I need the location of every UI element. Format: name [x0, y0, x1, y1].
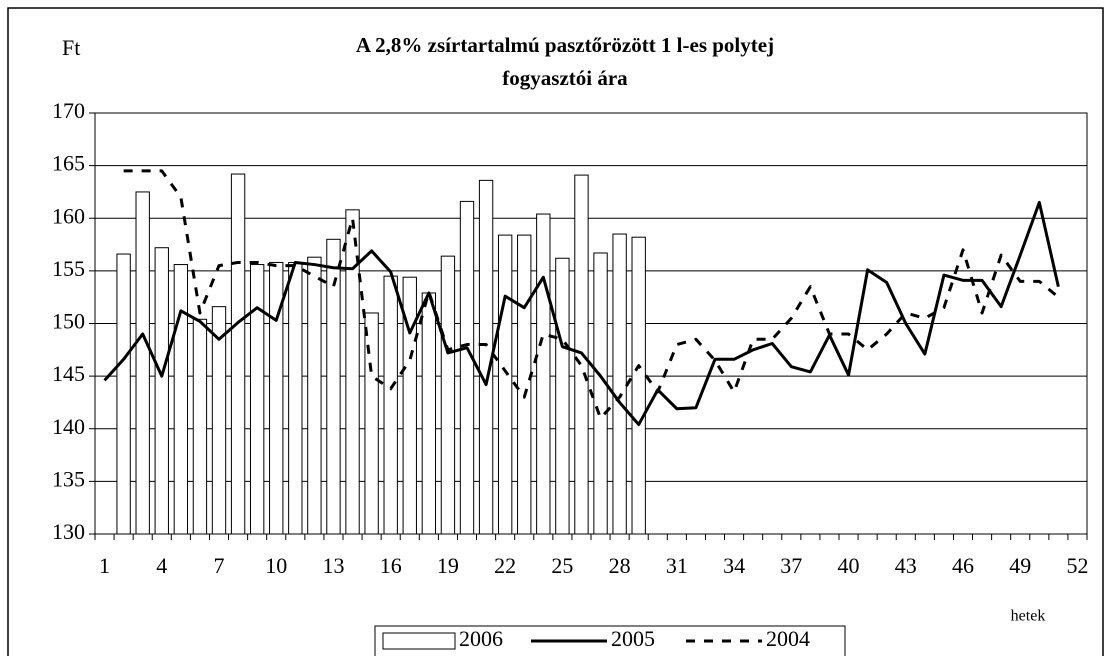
bar [230, 173, 246, 535]
bar [135, 191, 150, 535]
bar [307, 256, 322, 535]
dashed-line [123, 169, 1060, 420]
bar [555, 257, 570, 535]
x-tick-label: 43 [895, 553, 917, 578]
y-tick-label: 140 [52, 414, 85, 439]
bar [211, 306, 227, 535]
legend-label: 2004 [766, 626, 810, 651]
y-tick-label: 145 [52, 361, 85, 386]
bar [383, 275, 398, 535]
x-tick-label: 7 [214, 553, 225, 578]
x-tick-label: 4 [156, 553, 167, 578]
x-tick-label: 10 [265, 553, 287, 578]
bar [345, 209, 360, 535]
x-tick-label: 40 [838, 553, 860, 578]
chart-title: A 2,8% zsírtartalmú pasztőrözött 1 l-es … [356, 33, 774, 57]
y-axis-label: Ft [62, 35, 80, 60]
x-tick-label: 22 [494, 553, 516, 578]
bar [154, 247, 169, 535]
bar [326, 238, 341, 535]
legend-label: 2005 [611, 626, 655, 651]
y-tick-label: 155 [52, 256, 85, 281]
y-tick-label: 165 [52, 151, 85, 176]
bar [593, 252, 608, 535]
x-tick-label: 28 [609, 553, 631, 578]
x-tick-label: 25 [551, 553, 573, 578]
x-tick-label: 46 [952, 553, 974, 578]
bar [249, 264, 265, 535]
bar [497, 234, 513, 535]
x-tick-label: 52 [1066, 553, 1088, 578]
bar [421, 292, 437, 535]
bar [517, 234, 532, 535]
line [103, 200, 1060, 427]
y-tick-label: 135 [52, 466, 85, 491]
legend-label: 2006 [459, 626, 503, 651]
bar [192, 318, 208, 535]
bar [459, 200, 475, 535]
bar [173, 264, 189, 535]
chart-title: fogyasztói ára [502, 66, 628, 90]
bar [631, 236, 646, 535]
y-tick-label: 170 [52, 98, 85, 123]
x-tick-label: 37 [780, 553, 802, 578]
bar [364, 312, 379, 535]
y-tick-label: 160 [52, 203, 85, 228]
x-tick-label: 13 [322, 553, 344, 578]
bar [288, 261, 303, 535]
x-tick-label: 34 [723, 553, 745, 578]
y-tick-label: 130 [52, 519, 85, 544]
bar [440, 255, 456, 535]
x-tick-label: 1 [99, 553, 110, 578]
x-tick-label: 31 [666, 553, 688, 578]
bar [116, 253, 131, 535]
y-tick-label: 150 [52, 309, 85, 334]
bar [402, 276, 417, 535]
bar [612, 233, 627, 535]
x-tick-label: 49 [1009, 553, 1031, 578]
x-tick-label: 19 [437, 553, 459, 578]
x-axis-label: hetek [1011, 608, 1046, 625]
legend-box [374, 625, 846, 661]
legend-swatch [382, 632, 456, 650]
bar [269, 261, 284, 535]
x-tick-label: 16 [380, 553, 402, 578]
bar [536, 213, 551, 535]
